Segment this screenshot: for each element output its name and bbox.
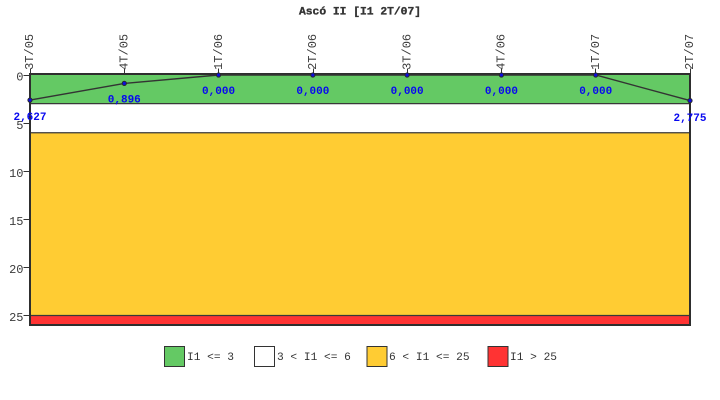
svg-text:0,000: 0,000 (202, 86, 235, 98)
svg-text:0,000: 0,000 (579, 86, 612, 98)
svg-text:Ascó II [I1 2T/07]: Ascó II [I1 2T/07] (299, 6, 421, 18)
svg-text:0,896: 0,896 (108, 95, 141, 107)
svg-text:0,000: 0,000 (485, 86, 518, 98)
svg-text:6 < I1 <= 25: 6 < I1 <= 25 (389, 352, 470, 364)
svg-text:3 < I1 <= 6: 3 < I1 <= 6 (277, 352, 351, 364)
svg-text:2T/06: 2T/06 (306, 34, 320, 70)
svg-text:2,627: 2,627 (13, 112, 46, 124)
svg-text:2T/07: 2T/07 (683, 34, 697, 70)
svg-text:20: 20 (9, 263, 23, 277)
svg-text:3T/05: 3T/05 (23, 34, 37, 70)
svg-text:1T/06: 1T/06 (212, 34, 226, 70)
svg-text:0: 0 (16, 71, 23, 85)
svg-text:10: 10 (9, 167, 23, 181)
svg-text:0,000: 0,000 (296, 86, 329, 98)
svg-text:15: 15 (9, 215, 23, 229)
svg-text:1T/07: 1T/07 (589, 34, 603, 70)
svg-text:3T/06: 3T/06 (400, 34, 414, 70)
svg-text:I1 > 25: I1 > 25 (510, 352, 557, 364)
svg-text:0,000: 0,000 (391, 86, 424, 98)
svg-text:I1 <= 3: I1 <= 3 (187, 352, 234, 364)
svg-text:5: 5 (16, 119, 23, 133)
svg-text:25: 25 (9, 311, 23, 325)
svg-text:4T/06: 4T/06 (495, 34, 509, 70)
svg-text:2,775: 2,775 (673, 113, 706, 125)
svg-text:4T/05: 4T/05 (118, 34, 132, 70)
